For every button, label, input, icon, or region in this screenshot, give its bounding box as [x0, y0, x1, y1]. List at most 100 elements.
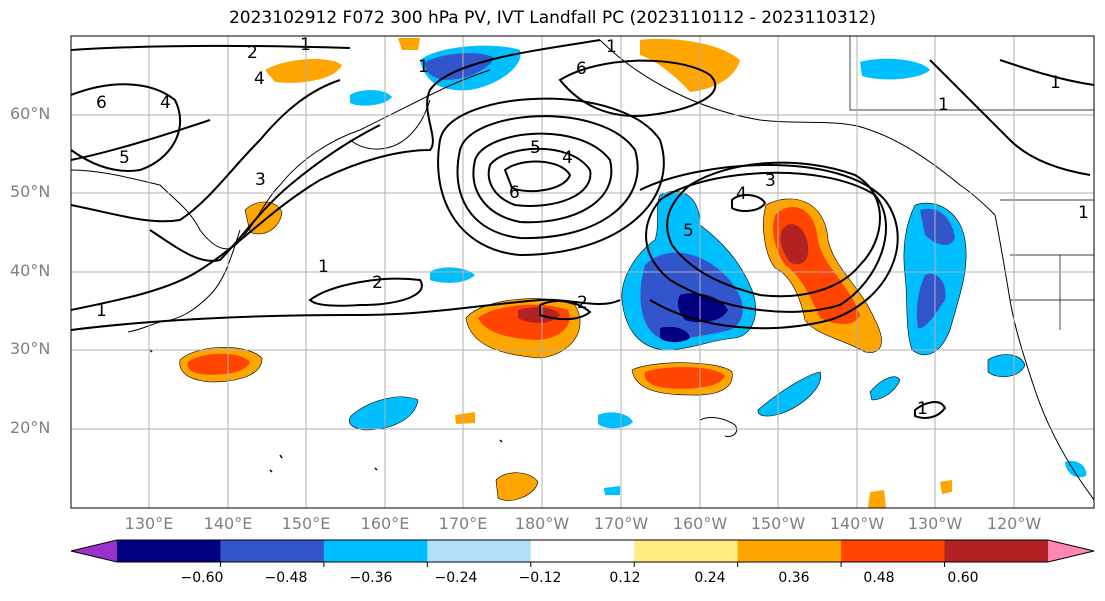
- colorbar-segment: [323, 540, 428, 562]
- lon-label: 150°W: [750, 514, 806, 533]
- figure-title: 2023102912 F072 300 hPa PV, IVT Landfall…: [228, 8, 876, 28]
- north-america-coastline: [994, 214, 1094, 501]
- colorbar-tick-label: −0.48: [264, 570, 308, 586]
- contour-label: 1: [938, 95, 949, 115]
- coastlines: [71, 36, 1094, 501]
- negative-anomaly-region: [987, 354, 1026, 378]
- lon-label: 160°W: [672, 514, 728, 533]
- pv-contour-5: [487, 147, 592, 207]
- positive-anomaly-region: [868, 490, 886, 508]
- pv-contour-4: [71, 79, 341, 223]
- negative-anomaly-core: [916, 273, 946, 329]
- negative-anomaly-region: [350, 89, 392, 106]
- colorbar: [70, 539, 1095, 567]
- colorbar-segment: [841, 540, 946, 562]
- colorbar-segment: [530, 540, 635, 562]
- negative-anomaly-region: [430, 267, 475, 283]
- negative-anomaly-core: [920, 208, 955, 246]
- contour-labels: 2 1 4 6 4 5 3 1 2 1 2 5 4 6 5 4 3 6 1 1 …: [96, 36, 1089, 419]
- colorbar-tick-label: 0.60: [947, 570, 979, 586]
- pv-contour-2: [71, 44, 351, 51]
- pv-contour-1: [914, 401, 947, 419]
- colorbar-segment: [117, 540, 221, 562]
- colorbar-segment: [427, 540, 532, 562]
- contour-label: 6: [509, 183, 520, 203]
- pv-contour-2: [437, 97, 665, 257]
- negative-anomaly-region: [349, 396, 419, 431]
- contour-label: 4: [254, 69, 265, 89]
- japan-coastline: [127, 229, 241, 333]
- contour-label: 2: [372, 273, 383, 293]
- gridlines: [71, 36, 1094, 508]
- colorbar-tick-label: 0.48: [863, 570, 895, 586]
- pv-contour-4: [472, 132, 613, 224]
- pv-contour-5: [71, 119, 211, 161]
- negative-anomaly-region: [604, 486, 620, 495]
- colorbar-extend-low: [71, 540, 117, 562]
- contour-label: 2: [247, 43, 258, 63]
- contour-label: 3: [255, 170, 266, 190]
- pv-contour-3: [456, 115, 639, 240]
- contour-label: 4: [562, 148, 573, 168]
- pv-contour-1: [639, 164, 899, 330]
- positive-anomaly-region: [398, 38, 420, 50]
- negative-anomaly-region: [860, 58, 930, 80]
- lon-label: 140°W: [829, 514, 885, 533]
- lon-label: 120°W: [986, 514, 1042, 533]
- lon-label: 170°W: [593, 514, 649, 533]
- contour-label: 2: [577, 293, 588, 313]
- lat-label: 60°N: [10, 104, 51, 123]
- alaska-coastline: [599, 39, 996, 216]
- positive-anomaly-region: [455, 412, 475, 424]
- contour-label: 4: [160, 93, 171, 113]
- negative-anomaly-region: [757, 371, 822, 417]
- contour-label: 6: [576, 59, 587, 79]
- contour-label: 1: [418, 57, 429, 77]
- positive-anomaly-core: [187, 353, 250, 375]
- asia-coastline: [71, 69, 491, 250]
- lat-label: 30°N: [10, 339, 51, 358]
- colorbar-segment: [944, 540, 1049, 562]
- lon-label: 150°E: [281, 514, 331, 533]
- pacific-islands: [149, 349, 503, 473]
- pv-contour-3: [149, 124, 381, 262]
- contour-label: 6: [96, 93, 107, 113]
- contour-label: 1: [1078, 203, 1089, 223]
- pv-contour-2: [645, 171, 888, 313]
- negative-anomaly-peak: [660, 326, 690, 343]
- colorbar-tick-label: −0.24: [434, 570, 478, 586]
- lat-label: 40°N: [10, 261, 51, 280]
- colorbar-tick-label: −0.12: [518, 570, 562, 586]
- colorbar-tick-label: 0.24: [694, 570, 726, 586]
- state-borders: [849, 36, 1094, 330]
- colorbar-outline: [70, 539, 1095, 563]
- colorbar-segment: [634, 540, 739, 562]
- contour-label: 1: [1050, 73, 1061, 93]
- hawaii-islands: [699, 417, 738, 437]
- lon-label: 160°E: [360, 514, 410, 533]
- negative-anomaly-core: [424, 53, 495, 80]
- kamchatka-coastline: [349, 99, 431, 150]
- map-frame: [70, 35, 1095, 509]
- positive-anomaly-peak: [780, 224, 809, 265]
- pv-contour-4: [731, 194, 767, 212]
- lon-label: 140°E: [203, 514, 253, 533]
- negative-anomaly-region: [598, 412, 633, 429]
- lon-label: 130°E: [124, 514, 174, 533]
- positive-anomaly-region: [244, 201, 283, 235]
- map-area: 2 1 4 6 4 5 3 1 2 1 2 5 4 6 5 4 3 6 1 1 …: [71, 36, 1094, 508]
- lat-label: 50°N: [10, 182, 51, 201]
- positive-anomaly-region: [265, 58, 342, 83]
- negative-anomaly-region: [869, 376, 901, 401]
- positive-anomaly-region: [940, 480, 952, 494]
- pv-contour-1: [999, 59, 1094, 86]
- lat-label: 20°N: [10, 418, 51, 437]
- contour-label: 1: [96, 301, 107, 321]
- contour-label: 3: [765, 171, 776, 191]
- contour-label: 1: [917, 399, 928, 419]
- pv-contour-1: [929, 59, 1091, 176]
- pv-contour-2: [539, 299, 592, 321]
- pv-contour-6: [71, 83, 181, 172]
- colorbar-tick-label: 0.36: [778, 570, 810, 586]
